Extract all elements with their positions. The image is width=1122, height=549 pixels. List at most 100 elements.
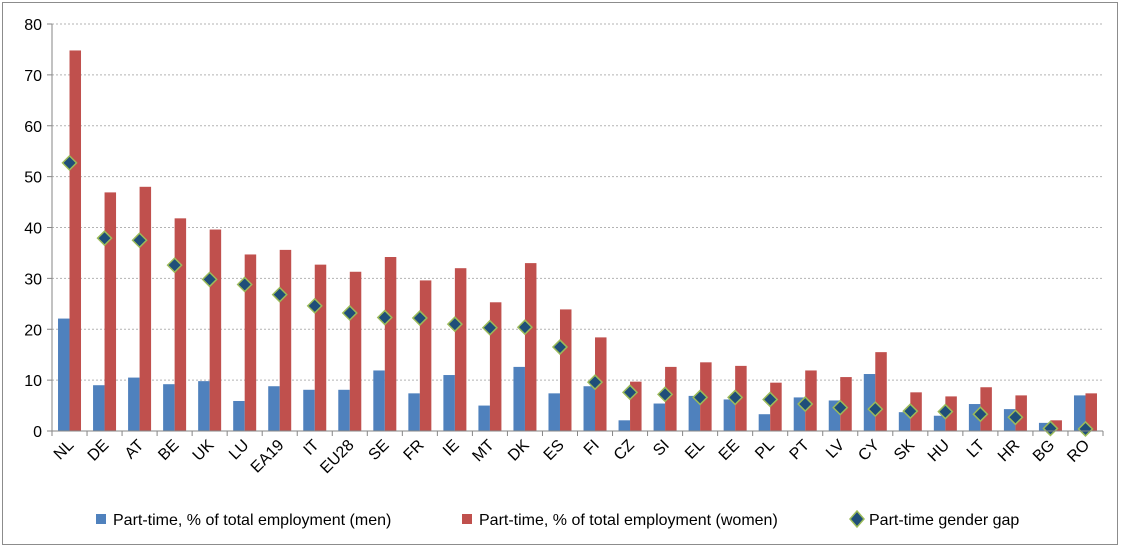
- marker-gap-ES: [551, 338, 569, 356]
- bar-women-CZ: [630, 381, 642, 431]
- x-tick-label: SK: [891, 437, 918, 464]
- marker-gap-BE: [166, 257, 183, 274]
- bar-women-PT: [805, 370, 817, 431]
- x-tick-label: SE: [366, 437, 393, 464]
- bar-women-IT: [314, 264, 327, 431]
- bar-women-LU: [244, 254, 257, 431]
- bar-men-PL: [758, 414, 771, 431]
- bar-men-SI: [653, 403, 666, 431]
- marker-gap-SE: [376, 309, 393, 326]
- axes: [47, 23, 1104, 436]
- bar-women-LV: [840, 377, 852, 431]
- x-tick-label: UK: [190, 437, 218, 465]
- bar-men-CZ: [618, 420, 631, 431]
- marker-gap-IE: [446, 316, 463, 333]
- bar-men-EE: [723, 399, 736, 431]
- marker-gap-DE: [96, 230, 113, 247]
- marker-gap-EU28: [341, 304, 358, 322]
- marker-gap-MT: [481, 319, 498, 336]
- legend-label-gap: Part-time gender gap: [869, 512, 1019, 529]
- marker-gap-NL: [61, 154, 78, 171]
- x-tick-label: EE: [716, 437, 743, 464]
- bar-men-DE: [93, 385, 105, 431]
- marker-gap-LU: [236, 276, 253, 293]
- y-tick-label: 10: [24, 373, 42, 390]
- y-tick-label: 30: [24, 271, 42, 288]
- legend-swatch-men: [96, 514, 106, 524]
- x-tick-label: IE: [440, 437, 463, 460]
- bar-men-UK: [198, 381, 210, 431]
- marker-gap-EL: [692, 389, 709, 406]
- y-tick-label: 20: [24, 322, 42, 339]
- y-tick-label: 70: [24, 68, 42, 85]
- bar-men-PT: [793, 397, 806, 431]
- y-tick-label: 40: [24, 221, 42, 238]
- bar-women-DE: [104, 192, 117, 431]
- bars: [58, 50, 1097, 431]
- bar-men-NL: [58, 318, 70, 431]
- legend-marker-gap: [849, 509, 865, 529]
- bar-women-IE: [454, 268, 467, 431]
- x-tick-label: BE: [155, 437, 182, 464]
- x-tick-label: LU: [226, 437, 252, 463]
- bar-men-RO: [1073, 395, 1086, 431]
- bar-women-RO: [1085, 393, 1097, 431]
- marker-gap-UK: [201, 271, 218, 288]
- x-tick-label: RO: [1064, 437, 1093, 466]
- legend-label-women: Part-time, % of total employment (women): [479, 512, 778, 529]
- bar-men-EU28: [338, 389, 350, 431]
- bar-women-BG: [1050, 420, 1062, 431]
- bar-men-BE: [163, 384, 175, 431]
- x-tick-label: FI: [581, 437, 603, 459]
- bar-men-LU: [233, 400, 245, 431]
- bar-women-HR: [1015, 395, 1027, 431]
- x-tick-label: EL: [682, 437, 708, 463]
- marker-gap-SI: [657, 386, 674, 403]
- legend-swatch-women: [462, 514, 472, 524]
- x-tick-label: EA19: [248, 437, 288, 477]
- x-tick-label: CZ: [611, 437, 638, 464]
- x-tick-label: ES: [541, 437, 568, 464]
- bar-men-SK: [898, 412, 911, 431]
- marker-gap-PT: [797, 395, 814, 413]
- y-tick-labels: 0 10 20 30 40 50 60 70 80: [24, 17, 42, 441]
- bar-men-SE: [373, 370, 385, 431]
- bar-men-LV: [828, 400, 841, 431]
- bar-women-UK: [209, 229, 222, 431]
- y-tick-label: 50: [24, 170, 42, 187]
- x-tick-label: AT: [122, 437, 148, 463]
- bar-women-NL: [69, 50, 82, 431]
- bar-men-EL: [688, 395, 701, 431]
- marker-gap-DK: [516, 319, 534, 336]
- marker-gap-FI: [586, 374, 604, 391]
- x-tick-label: HR: [995, 437, 1023, 465]
- bar-women-BE: [174, 218, 187, 431]
- gridlines: [52, 23, 1103, 381]
- marker-gap-IT: [306, 297, 323, 314]
- marker-gap-EE: [727, 389, 744, 406]
- bar-women-PL: [770, 382, 782, 431]
- bar-men-FR: [408, 393, 420, 431]
- x-tick-label: MT: [469, 437, 498, 466]
- bar-women-DK: [524, 263, 537, 431]
- bar-men-IT: [303, 389, 315, 431]
- bar-men-LT: [968, 404, 981, 431]
- marker-gap-EA19: [271, 286, 288, 303]
- marker-gap-SK: [902, 403, 919, 420]
- bar-women-ES: [559, 309, 572, 431]
- bar-women-MT: [489, 302, 502, 431]
- x-tick-label: CY: [855, 437, 883, 465]
- legend-label-men: Part-time, % of total employment (men): [113, 512, 391, 529]
- x-tick-label: FR: [401, 437, 428, 464]
- bar-women-EA19: [279, 249, 292, 431]
- x-tick-label: PL: [752, 437, 778, 463]
- bar-men-ES: [548, 393, 560, 431]
- bar-men-DK: [513, 366, 525, 431]
- bar-men-AT: [128, 377, 140, 431]
- bar-men-FI: [583, 386, 596, 431]
- marker-gap-CZ: [621, 384, 639, 401]
- x-tick-label: HU: [925, 437, 953, 465]
